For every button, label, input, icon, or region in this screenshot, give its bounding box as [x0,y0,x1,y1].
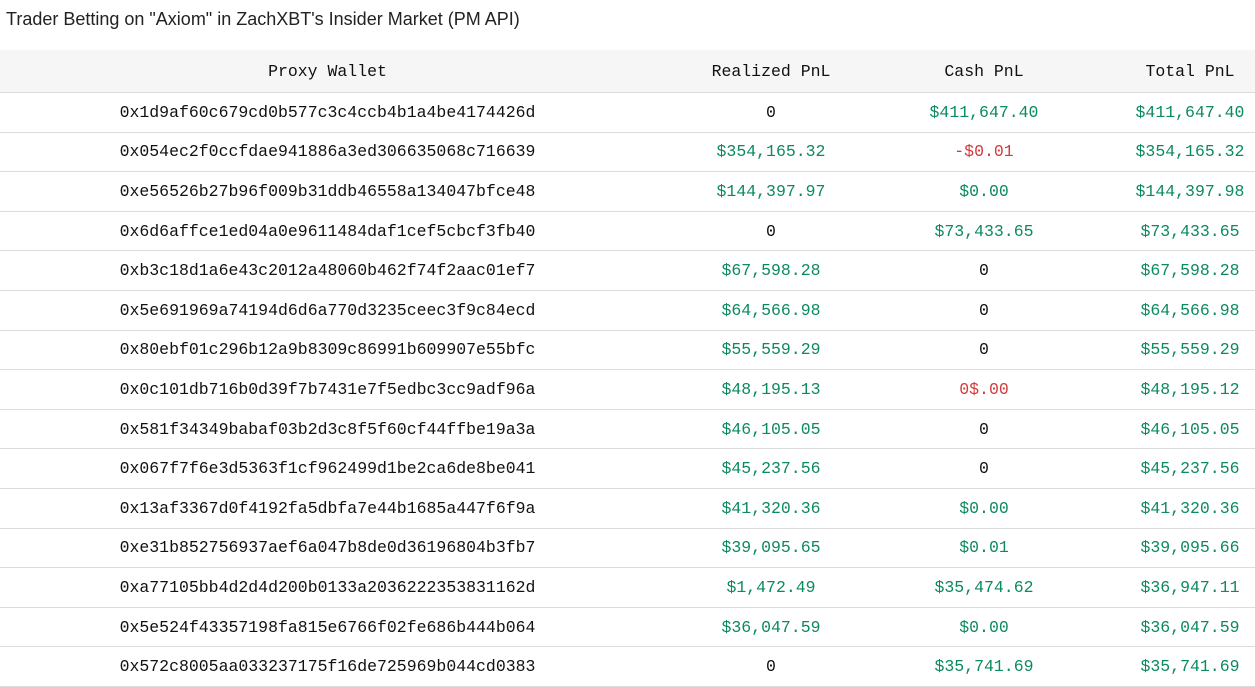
cash-pnl-cell: 0 [887,250,1081,291]
proxy-wallet-cell: 0x067f7f6e3d5363f1cf962499d1be2ca6de8be0… [0,448,655,489]
column-header-total-pnl[interactable]: Total PnL [1081,50,1255,93]
total-pnl-cell: $55,559.29 [1081,330,1255,371]
cash-pnl-cell: $411,647.40 [887,92,1081,133]
total-pnl-cell: $73,433.65 [1081,211,1255,252]
table-row: 0x13af3367d0f4192fa5dbfa7e44b1685a447f6f… [0,488,1255,529]
realized-pnl-cell: $39,095.65 [655,528,887,569]
total-pnl-cell: $48,195.12 [1081,369,1255,410]
pnl-table: Proxy Wallet Realized PnL Cash PnL Total… [0,50,1255,687]
realized-pnl-cell: $46,105.05 [655,409,887,450]
realized-pnl-cell: $354,165.32 [655,132,887,173]
cash-pnl-cell: $35,741.69 [887,646,1081,687]
total-pnl-cell: $411,647.40 [1081,92,1255,133]
cash-pnl-cell: 0$.00 [887,369,1081,410]
realized-pnl-cell: 0 [655,211,887,252]
page-title: Trader Betting on "Axiom" in ZachXBT's I… [6,9,520,29]
proxy-wallet-cell: 0xb3c18d1a6e43c2012a48060b462f74f2aac01e… [0,250,655,291]
table-row: 0xb3c18d1a6e43c2012a48060b462f74f2aac01e… [0,250,1255,291]
realized-pnl-cell: 0 [655,92,887,133]
proxy-wallet-cell: 0x1d9af60c679cd0b577c3c4ccb4b1a4be417442… [0,92,655,133]
cash-pnl-cell: $73,433.65 [887,211,1081,252]
total-pnl-cell: $64,566.98 [1081,290,1255,331]
cash-pnl-cell: -$0.01 [887,132,1081,173]
proxy-wallet-cell: 0x13af3367d0f4192fa5dbfa7e44b1685a447f6f… [0,488,655,529]
table-row: 0x1d9af60c679cd0b577c3c4ccb4b1a4be417442… [0,92,1255,133]
table-row: 0x054ec2f0ccfdae941886a3ed306635068c7166… [0,132,1255,173]
realized-pnl-cell: $67,598.28 [655,250,887,291]
realized-pnl-cell: 0 [655,646,887,687]
realized-pnl-cell: $144,397.97 [655,171,887,212]
table-row: 0x572c8005aa033237175f16de725969b044cd03… [0,646,1255,687]
proxy-wallet-cell: 0x6d6affce1ed04a0e9611484daf1cef5cbcf3fb… [0,211,655,252]
table-row: 0x6d6affce1ed04a0e9611484daf1cef5cbcf3fb… [0,211,1255,252]
proxy-wallet-cell: 0xa77105bb4d2d4d200b0133a203622235383116… [0,567,655,608]
table-row: 0x5e691969a74194d6d6a770d3235ceec3f9c84e… [0,290,1255,331]
realized-pnl-cell: $36,047.59 [655,607,887,648]
table-row: 0xe56526b27b96f009b31ddb46558a134047bfce… [0,171,1255,212]
total-pnl-cell: $36,047.59 [1081,607,1255,648]
cash-pnl-cell: $0.01 [887,528,1081,569]
cash-pnl-cell: $35,474.62 [887,567,1081,608]
table-row: 0x5e524f43357198fa815e6766f02fe686b444b0… [0,607,1255,648]
realized-pnl-cell: $41,320.36 [655,488,887,529]
table-row: 0x0c101db716b0d39f7b7431e7f5edbc3cc9adf9… [0,369,1255,410]
proxy-wallet-cell: 0x5e524f43357198fa815e6766f02fe686b444b0… [0,607,655,648]
table-row: 0xa77105bb4d2d4d200b0133a203622235383116… [0,567,1255,608]
realized-pnl-cell: $64,566.98 [655,290,887,331]
total-pnl-cell: $39,095.66 [1081,528,1255,569]
proxy-wallet-cell: 0xe31b852756937aef6a047b8de0d36196804b3f… [0,528,655,569]
realized-pnl-cell: $55,559.29 [655,330,887,371]
total-pnl-cell: $46,105.05 [1081,409,1255,450]
column-header-realized-pnl[interactable]: Realized PnL [655,50,887,93]
proxy-wallet-cell: 0x0c101db716b0d39f7b7431e7f5edbc3cc9adf9… [0,369,655,410]
cash-pnl-cell: 0 [887,409,1081,450]
proxy-wallet-cell: 0x572c8005aa033237175f16de725969b044cd03… [0,646,655,687]
total-pnl-cell: $67,598.28 [1081,250,1255,291]
proxy-wallet-cell: 0x054ec2f0ccfdae941886a3ed306635068c7166… [0,132,655,173]
table-row: 0x067f7f6e3d5363f1cf962499d1be2ca6de8be0… [0,448,1255,489]
column-header-proxy-wallet[interactable]: Proxy Wallet [0,50,655,93]
total-pnl-cell: $36,947.11 [1081,567,1255,608]
realized-pnl-cell: $1,472.49 [655,567,887,608]
total-pnl-cell: $144,397.98 [1081,171,1255,212]
cash-pnl-cell: $0.00 [887,488,1081,529]
realized-pnl-cell: $45,237.56 [655,448,887,489]
cash-pnl-cell: 0 [887,330,1081,371]
table-row: 0x80ebf01c296b12a9b8309c86991b609907e55b… [0,330,1255,371]
cash-pnl-cell: 0 [887,290,1081,331]
proxy-wallet-cell: 0x581f34349babaf03b2d3c8f5f60cf44ffbe19a… [0,409,655,450]
table-row: 0xe31b852756937aef6a047b8de0d36196804b3f… [0,528,1255,569]
cash-pnl-cell: 0 [887,448,1081,489]
proxy-wallet-cell: 0x80ebf01c296b12a9b8309c86991b609907e55b… [0,330,655,371]
total-pnl-cell: $354,165.32 [1081,132,1255,173]
cash-pnl-cell: $0.00 [887,607,1081,648]
total-pnl-cell: $41,320.36 [1081,488,1255,529]
total-pnl-cell: $35,741.69 [1081,646,1255,687]
table-row: 0x581f34349babaf03b2d3c8f5f60cf44ffbe19a… [0,409,1255,450]
total-pnl-cell: $45,237.56 [1081,448,1255,489]
column-header-cash-pnl[interactable]: Cash PnL [887,50,1081,93]
realized-pnl-cell: $48,195.13 [655,369,887,410]
table-header-row: Proxy Wallet Realized PnL Cash PnL Total… [0,50,1255,93]
cash-pnl-cell: $0.00 [887,171,1081,212]
proxy-wallet-cell: 0xe56526b27b96f009b31ddb46558a134047bfce… [0,171,655,212]
proxy-wallet-cell: 0x5e691969a74194d6d6a770d3235ceec3f9c84e… [0,290,655,331]
